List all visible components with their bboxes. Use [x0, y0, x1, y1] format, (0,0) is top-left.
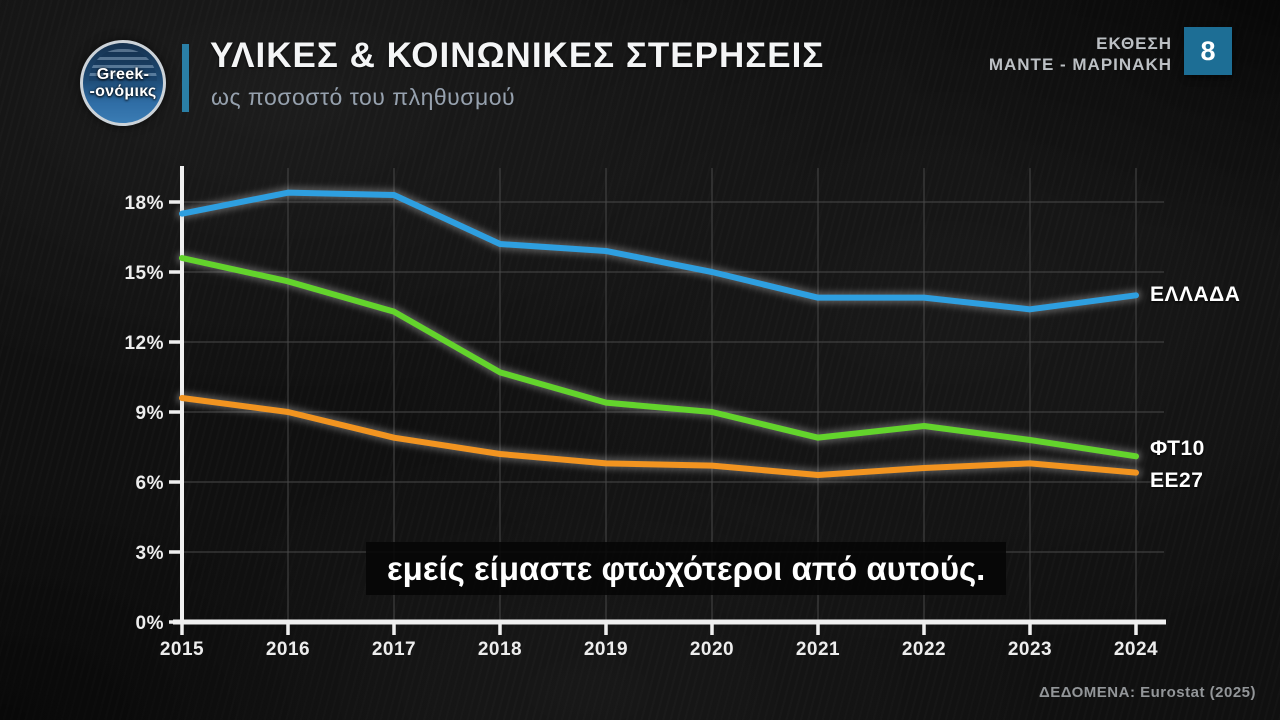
x-tick-label: 2017 — [372, 639, 416, 660]
x-tick-label: 2018 — [478, 639, 522, 660]
y-tick-label: 3% — [136, 543, 164, 564]
series-line-ΕΕ27 — [179, 395, 1139, 478]
y-tick-label: 12% — [124, 333, 164, 354]
x-tick-label: 2024 — [1114, 639, 1158, 660]
data-source: ΔΕΔΟΜΕΝΑ: Eurostat (2025) — [1038, 684, 1256, 701]
series-label-ee27: ΕΕ27 — [1150, 468, 1204, 492]
y-tick-label: 6% — [136, 473, 164, 494]
x-tick-label: 2016 — [266, 639, 310, 660]
x-tick-label: 2022 — [902, 639, 946, 660]
chart-title: ΥΛΙΚΕΣ & ΚΟΙΝΩΝΙΚΕΣ ΣΤΕΡΗΣΕΙΣ — [210, 36, 825, 75]
page-number-box: 8 — [1184, 27, 1232, 75]
y-tick-label: 9% — [136, 403, 164, 424]
report-label: ΕΚΘΕΣΗ ΜΑΝΤΕ - ΜΑΡΙΝΑΚΗ — [989, 33, 1172, 75]
x-tick-label: 2020 — [690, 639, 734, 660]
series-line-ΕΛΛΑΔΑ — [179, 189, 1139, 313]
series-label-ft10: ΦΤ10 — [1150, 436, 1205, 460]
report-label-line2: ΜΑΝΤΕ - ΜΑΡΙΝΑΚΗ — [988, 55, 1172, 74]
subtitle-caption: εμείς είμαστε φτωχότεροι από αυτούς. — [366, 542, 1007, 595]
x-tick-label: 2023 — [1008, 639, 1052, 660]
x-tick-label: 2015 — [160, 639, 204, 660]
greekonomics-logo: Greek- -ονόμικς — [80, 40, 166, 126]
y-tick-label: 18% — [124, 193, 164, 214]
series-label-ellada: ΕΛΛΑΔΑ — [1150, 283, 1241, 307]
logo-text-line2: -ονόμικς — [89, 83, 157, 100]
title-accent-bar — [182, 44, 189, 112]
logo-text-line1: Greek- — [96, 66, 150, 83]
page-number: 8 — [1200, 35, 1216, 66]
x-tick-label: 2021 — [796, 639, 840, 660]
chart-subtitle: ως ποσοστό του πληθυσμού — [211, 84, 516, 110]
report-label-line1: ΕΚΘΕΣΗ — [1096, 34, 1172, 53]
series-line-ΦΤ10 — [179, 255, 1139, 460]
y-tick-label: 0% — [136, 613, 164, 634]
x-tick-label: 2019 — [584, 639, 628, 660]
y-tick-label: 15% — [124, 263, 164, 284]
